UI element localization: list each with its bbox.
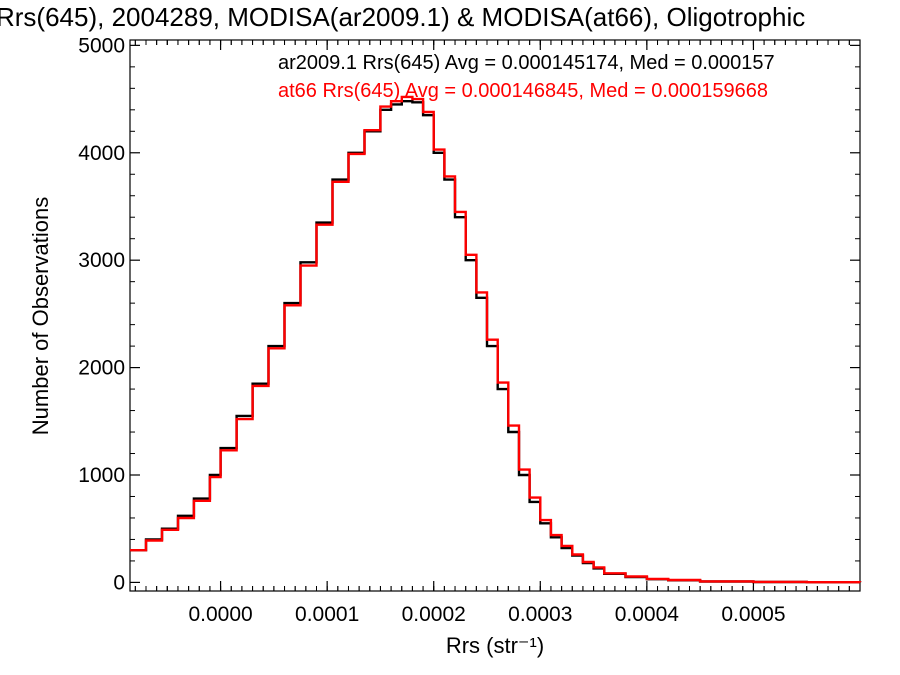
x-tick-label: 0.0005 xyxy=(721,603,785,626)
y-tick-label: 1000 xyxy=(78,464,125,487)
x-axis-label: Rrs (str⁻¹) xyxy=(446,633,544,658)
x-tick-label: 0.0003 xyxy=(508,603,572,626)
series-layer xyxy=(129,95,862,584)
y-tick-label: 4000 xyxy=(78,142,125,165)
y-axis-label: Number of Observations xyxy=(28,197,53,435)
x-tick-label: 0.0002 xyxy=(402,603,466,626)
x-tick-label: 0.0004 xyxy=(615,603,680,626)
x-tick-label: 0.0000 xyxy=(188,603,252,626)
y-tick-label: 0 xyxy=(113,571,125,594)
y-tick-label: 5000 xyxy=(78,34,125,57)
y-tick-label: 3000 xyxy=(78,249,125,272)
histogram-step-line xyxy=(130,100,862,584)
chart-title: Rrs(645), 2004289, MODISA(ar2009.1) & MO… xyxy=(0,2,805,32)
series-at66 xyxy=(129,95,862,584)
plot-frame xyxy=(129,39,861,592)
y-tick-label: 2000 xyxy=(78,357,125,380)
axis-ticks: 0.0000 0.0001 0.0002 0.0003 0.0004 0.0005 0 100… xyxy=(78,34,860,626)
histogram-step-line xyxy=(130,95,862,584)
legend-entry-ar2009: ar2009.1 Rrs(645) Avg = 0.000145174, Med… xyxy=(278,52,775,74)
legend-entry-at66: at66 Rrs(645) Avg = 0.000146845, Med = 0… xyxy=(278,80,768,102)
series-ar2009.1 xyxy=(129,100,862,584)
x-tick-label: 0.0001 xyxy=(295,603,359,626)
